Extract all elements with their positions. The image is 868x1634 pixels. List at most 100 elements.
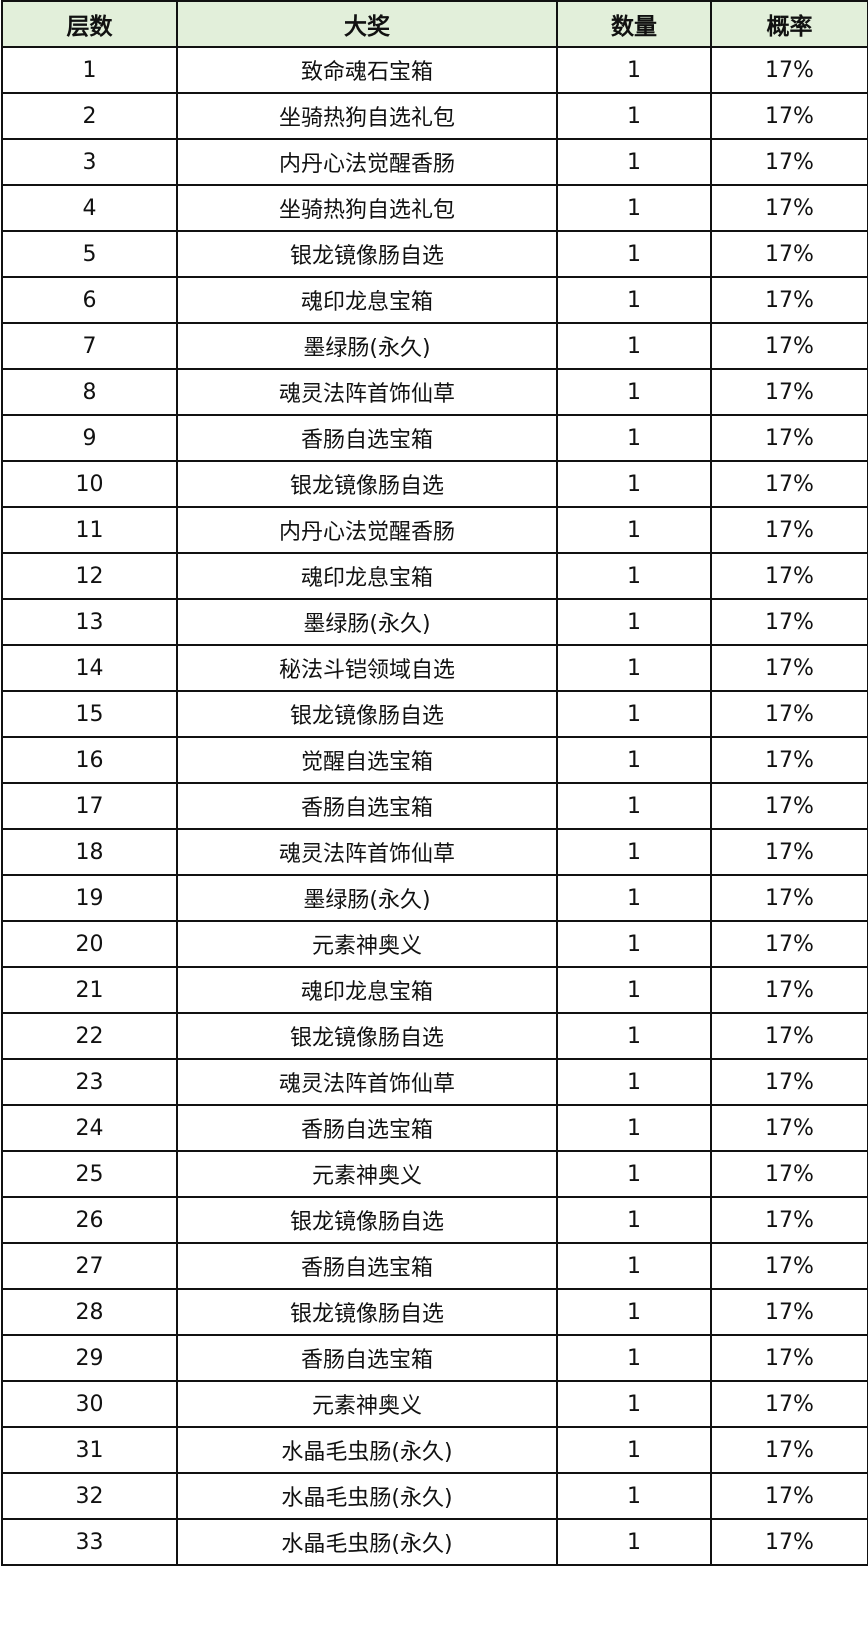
cell-quantity: 1 <box>556 460 712 508</box>
cell-level: 33 <box>1 1518 178 1566</box>
table-row: 14 秘法斗铠领域自选 1 17% <box>1 644 868 692</box>
cell-prize: 秘法斗铠领域自选 <box>176 644 558 692</box>
table-row: 29 香肠自选宝箱 1 17% <box>1 1334 868 1382</box>
cell-quantity: 1 <box>556 874 712 922</box>
cell-prize: 香肠自选宝箱 <box>176 414 558 462</box>
cell-probability: 17% <box>710 460 868 508</box>
cell-level: 25 <box>1 1150 178 1198</box>
cell-probability: 17% <box>710 1334 868 1382</box>
cell-probability: 17% <box>710 506 868 554</box>
cell-quantity: 1 <box>556 1334 712 1382</box>
cell-quantity: 1 <box>556 1380 712 1428</box>
cell-probability: 17% <box>710 598 868 646</box>
table-row: 1 致命魂石宝箱 1 17% <box>1 46 868 94</box>
cell-level: 15 <box>1 690 178 738</box>
cell-level: 8 <box>1 368 178 416</box>
table-row: 33 水晶毛虫肠(永久) 1 17% <box>1 1518 868 1566</box>
cell-quantity: 1 <box>556 552 712 600</box>
table-row: 7 墨绿肠(永久) 1 17% <box>1 322 868 370</box>
cell-prize: 觉醒自选宝箱 <box>176 736 558 784</box>
cell-prize: 坐骑热狗自选礼包 <box>176 92 558 140</box>
table-row: 21 魂印龙息宝箱 1 17% <box>1 966 868 1014</box>
cell-probability: 17% <box>710 966 868 1014</box>
cell-quantity: 1 <box>556 1242 712 1290</box>
cell-prize: 香肠自选宝箱 <box>176 1242 558 1290</box>
cell-prize: 内丹心法觉醒香肠 <box>176 506 558 554</box>
table-row: 11 内丹心法觉醒香肠 1 17% <box>1 506 868 554</box>
table-row: 8 魂灵法阵首饰仙草 1 17% <box>1 368 868 416</box>
cell-prize: 内丹心法觉醒香肠 <box>176 138 558 186</box>
cell-prize: 魂灵法阵首饰仙草 <box>176 828 558 876</box>
cell-probability: 17% <box>710 1012 868 1060</box>
cell-quantity: 1 <box>556 1288 712 1336</box>
cell-quantity: 1 <box>556 920 712 968</box>
prize-table: 层数 大奖 数量 概率 1 致命魂石宝箱 1 17% 2 坐骑热狗自选礼包 1 17% 3 内丹心… <box>1 0 868 1566</box>
cell-level: 16 <box>1 736 178 784</box>
cell-probability: 17% <box>710 1518 868 1566</box>
cell-quantity: 1 <box>556 598 712 646</box>
header-prize: 大奖 <box>176 0 558 48</box>
table-row: 15 银龙镜像肠自选 1 17% <box>1 690 868 738</box>
cell-level: 23 <box>1 1058 178 1106</box>
cell-quantity: 1 <box>556 414 712 462</box>
cell-level: 28 <box>1 1288 178 1336</box>
cell-level: 11 <box>1 506 178 554</box>
cell-probability: 17% <box>710 782 868 830</box>
cell-prize: 银龙镜像肠自选 <box>176 1288 558 1336</box>
cell-quantity: 1 <box>556 368 712 416</box>
table-row: 20 元素神奥义 1 17% <box>1 920 868 968</box>
cell-quantity: 1 <box>556 1518 712 1566</box>
cell-quantity: 1 <box>556 1150 712 1198</box>
cell-probability: 17% <box>710 920 868 968</box>
cell-level: 26 <box>1 1196 178 1244</box>
cell-prize: 魂印龙息宝箱 <box>176 552 558 600</box>
cell-prize: 墨绿肠(永久) <box>176 598 558 646</box>
cell-probability: 17% <box>710 92 868 140</box>
cell-level: 20 <box>1 920 178 968</box>
cell-probability: 17% <box>710 1104 868 1152</box>
cell-quantity: 1 <box>556 1104 712 1152</box>
cell-level: 9 <box>1 414 178 462</box>
cell-probability: 17% <box>710 874 868 922</box>
cell-quantity: 1 <box>556 1012 712 1060</box>
table-row: 22 银龙镜像肠自选 1 17% <box>1 1012 868 1060</box>
cell-probability: 17% <box>710 1058 868 1106</box>
cell-probability: 17% <box>710 1196 868 1244</box>
cell-prize: 魂印龙息宝箱 <box>176 966 558 1014</box>
cell-prize: 元素神奥义 <box>176 1380 558 1428</box>
cell-probability: 17% <box>710 1242 868 1290</box>
table-row: 10 银龙镜像肠自选 1 17% <box>1 460 868 508</box>
cell-probability: 17% <box>710 138 868 186</box>
table-row: 27 香肠自选宝箱 1 17% <box>1 1242 868 1290</box>
cell-level: 12 <box>1 552 178 600</box>
cell-quantity: 1 <box>556 230 712 278</box>
cell-level: 7 <box>1 322 178 370</box>
header-quantity: 数量 <box>556 0 712 48</box>
cell-prize: 魂灵法阵首饰仙草 <box>176 1058 558 1106</box>
table-row: 17 香肠自选宝箱 1 17% <box>1 782 868 830</box>
table-row: 18 魂灵法阵首饰仙草 1 17% <box>1 828 868 876</box>
cell-prize: 水晶毛虫肠(永久) <box>176 1426 558 1474</box>
cell-probability: 17% <box>710 368 868 416</box>
cell-level: 18 <box>1 828 178 876</box>
cell-prize: 香肠自选宝箱 <box>176 1104 558 1152</box>
cell-prize: 元素神奥义 <box>176 1150 558 1198</box>
table-row: 4 坐骑热狗自选礼包 1 17% <box>1 184 868 232</box>
cell-level: 14 <box>1 644 178 692</box>
table-row: 19 墨绿肠(永久) 1 17% <box>1 874 868 922</box>
cell-probability: 17% <box>710 184 868 232</box>
cell-level: 31 <box>1 1426 178 1474</box>
cell-prize: 银龙镜像肠自选 <box>176 690 558 738</box>
cell-probability: 17% <box>710 1288 868 1336</box>
cell-quantity: 1 <box>556 1426 712 1474</box>
cell-quantity: 1 <box>556 828 712 876</box>
header-probability: 概率 <box>710 0 868 48</box>
table-row: 30 元素神奥义 1 17% <box>1 1380 868 1428</box>
cell-level: 5 <box>1 230 178 278</box>
cell-level: 3 <box>1 138 178 186</box>
cell-level: 22 <box>1 1012 178 1060</box>
cell-level: 19 <box>1 874 178 922</box>
table-row: 25 元素神奥义 1 17% <box>1 1150 868 1198</box>
cell-prize: 银龙镜像肠自选 <box>176 1012 558 1060</box>
cell-level: 6 <box>1 276 178 324</box>
